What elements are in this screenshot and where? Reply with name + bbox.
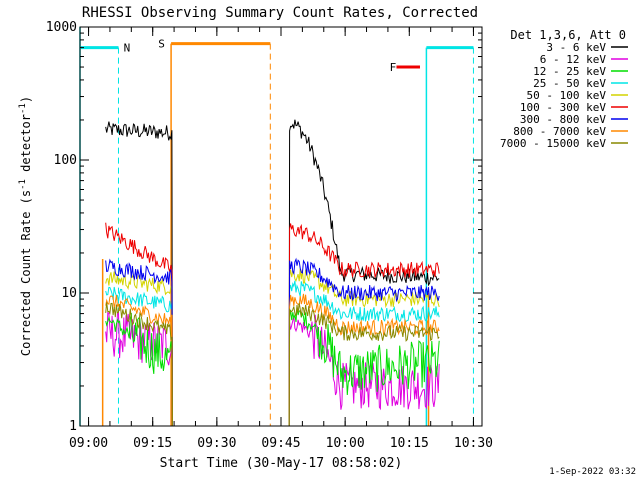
- series-line: [105, 280, 440, 427]
- y-tick-label: 100: [54, 153, 77, 168]
- x-axis-label: Start Time (30-May-17 08:58:02): [160, 456, 403, 471]
- legend-entry-label: 12 - 25 keV: [533, 65, 606, 78]
- x-tick-label: 09:45: [261, 436, 300, 451]
- series-line: [105, 119, 440, 427]
- legend-entry-label: 3 - 6 keV: [546, 41, 606, 54]
- y-axis-label-mid: detector: [19, 114, 33, 179]
- legend-entry-label: 50 - 100 keV: [527, 89, 607, 102]
- x-axis: 09:00 09:15 09:30 09:45 10:00 10:15 10:30: [69, 27, 493, 451]
- chart-title: RHESSI Observing Summary Count Rates, Co…: [82, 5, 478, 21]
- series-line: [105, 222, 440, 427]
- saa-interval-label: S: [158, 38, 165, 51]
- x-tick-label: 09:30: [197, 436, 236, 451]
- y-axis-label-end: ): [19, 96, 33, 103]
- flare-interval-label: F: [390, 61, 397, 74]
- y-axis-label: Corrected Count Rate (s-1 detector-1): [18, 96, 33, 356]
- x-tick-label: 10:00: [326, 436, 365, 451]
- y-axis-label-exp1: -1: [18, 179, 28, 190]
- y-tick-label: 1: [69, 419, 77, 434]
- legend-header: Det 1,3,6, Att 0: [510, 28, 626, 42]
- legend-entry-label: 6 - 12 keV: [540, 53, 607, 66]
- x-tick-label: 10:30: [454, 436, 493, 451]
- plot-area: N S F: [79, 27, 474, 427]
- x-tick-label: 10:15: [390, 436, 429, 451]
- night-interval-label: N: [124, 42, 131, 55]
- legend-entry-label: 300 - 800 keV: [520, 113, 606, 126]
- y-tick-label: 10: [61, 286, 77, 301]
- legend-entry-label: 100 - 300 keV: [520, 101, 606, 114]
- series-line: [105, 268, 440, 427]
- legend-entry-label: 25 - 50 keV: [533, 77, 606, 90]
- series-line: [105, 257, 440, 427]
- series-line: [105, 293, 440, 427]
- series-line: [105, 307, 440, 427]
- series-line: [105, 302, 440, 427]
- y-axis: 1 10 100 1000: [46, 20, 482, 434]
- y-axis-label-exp2: -1: [18, 103, 28, 114]
- footer-date: 1-Sep-2022 03:32: [549, 467, 636, 477]
- x-tick-label: 09:15: [133, 436, 172, 451]
- series-line: [105, 311, 440, 427]
- y-tick-label: 1000: [46, 20, 77, 35]
- legend-entry-label: 800 - 7000 keV: [513, 125, 606, 138]
- y-axis-label-main: Corrected Count Rate (s: [19, 190, 33, 356]
- x-tick-label: 09:00: [69, 436, 108, 451]
- legend-entry-label: 7000 - 15000 keV: [500, 137, 606, 150]
